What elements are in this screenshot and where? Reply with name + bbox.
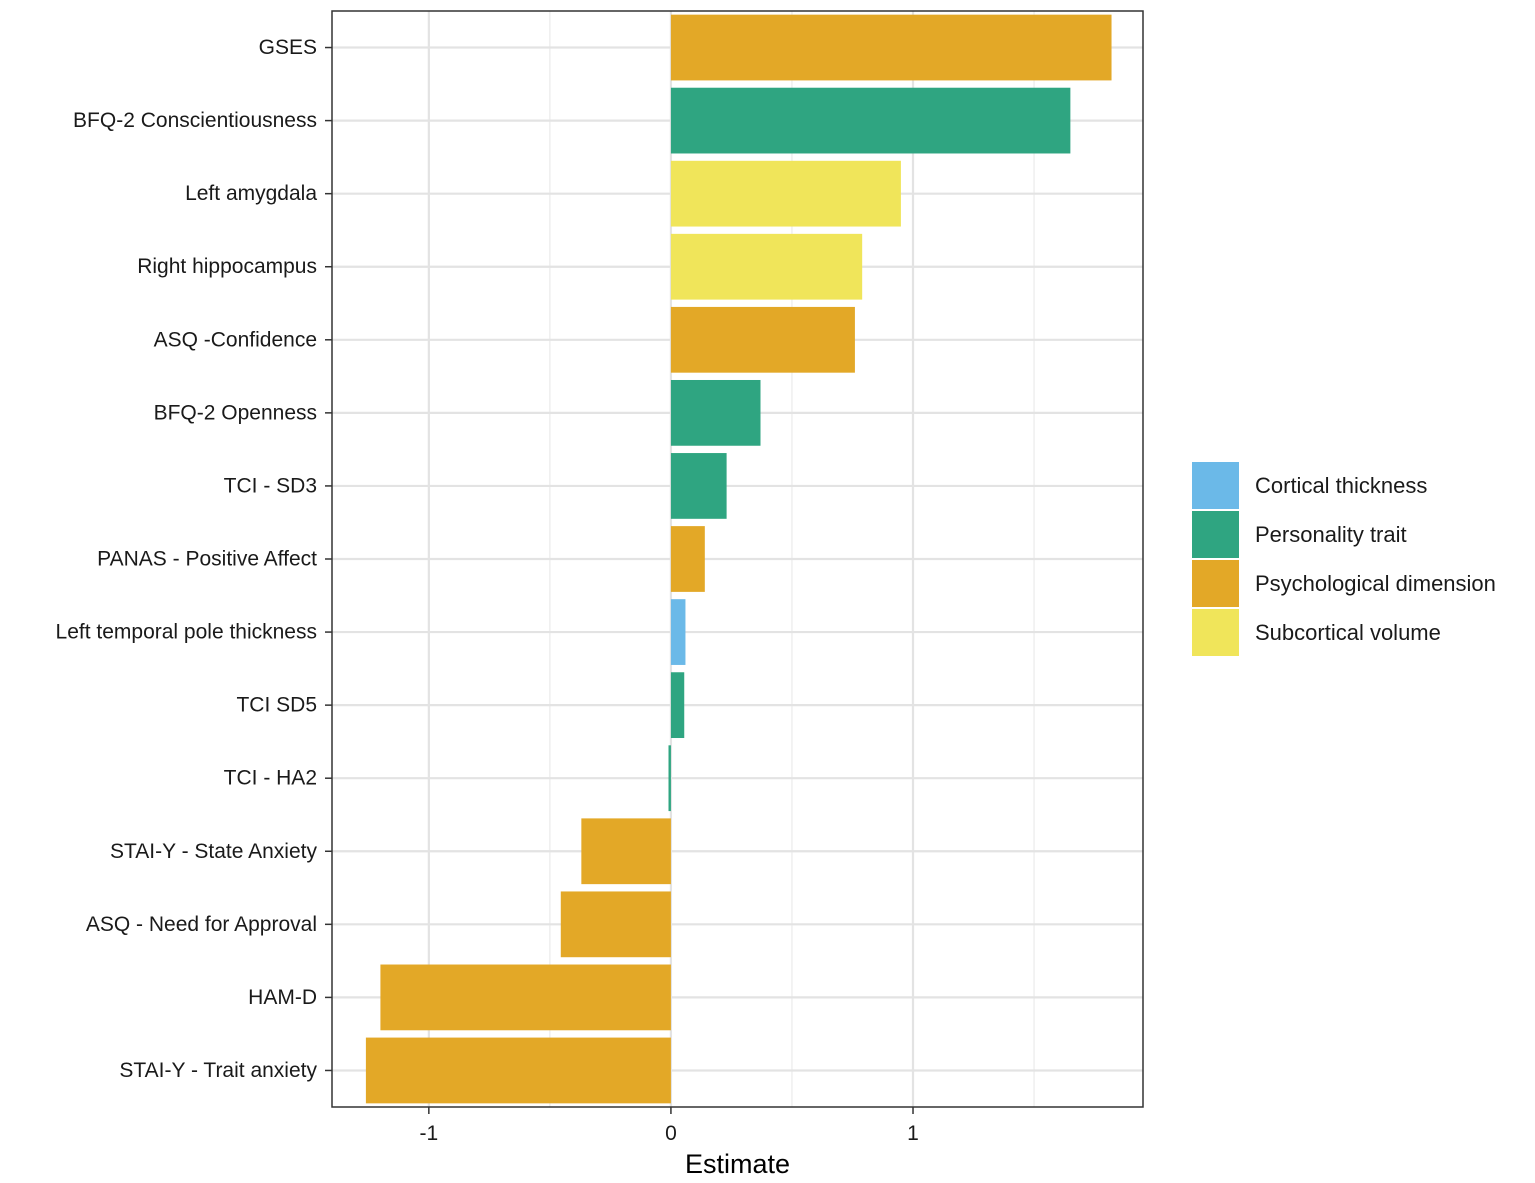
bar-bfq-2-openness bbox=[670, 379, 761, 446]
y-tick-label: GSES bbox=[259, 36, 317, 59]
y-tick-label: STAI-Y - State Anxiety bbox=[110, 840, 317, 863]
y-tick-label: Left temporal pole thickness bbox=[56, 621, 317, 644]
y-tick-label: TCI - SD3 bbox=[224, 474, 317, 497]
y-tick-label: Right hippocampus bbox=[137, 255, 317, 278]
legend-key bbox=[1192, 511, 1239, 558]
y-tick-label: TCI SD5 bbox=[236, 694, 317, 717]
legend-label: Subcortical volume bbox=[1255, 620, 1441, 645]
y-tick-label: STAI-Y - Trait anxiety bbox=[119, 1059, 317, 1082]
x-tick-label: -1 bbox=[419, 1122, 438, 1145]
legend-label: Psychological dimension bbox=[1255, 571, 1496, 596]
x-axis-title: Estimate bbox=[685, 1149, 790, 1179]
bar-tci-sd5 bbox=[670, 672, 685, 739]
x-axis: -1 0 1 bbox=[419, 1107, 919, 1145]
bar-left-amygdala bbox=[670, 160, 901, 227]
bar-right-hippocampus bbox=[670, 233, 863, 300]
legend-label: Personality trait bbox=[1255, 522, 1407, 547]
y-tick-label: BFQ-2 Conscientiousness bbox=[73, 109, 317, 132]
legend-key bbox=[1192, 609, 1239, 656]
bar-layer bbox=[365, 14, 1112, 1104]
legend-key bbox=[1192, 462, 1239, 509]
bar-tci-sd3 bbox=[670, 453, 727, 519]
x-tick-label: 1 bbox=[907, 1122, 919, 1145]
bar-stai-y-trait-anxiety bbox=[365, 1037, 671, 1104]
y-tick-label: PANAS - Positive Affect bbox=[97, 548, 317, 571]
legend-label: Cortical thickness bbox=[1255, 473, 1427, 498]
legend: Cortical thickness Personality trait Psych… bbox=[1192, 462, 1496, 656]
bar-asq-need-for-approval bbox=[560, 891, 671, 958]
y-axis: GSES BFQ-2 Conscientiousness Left amygdala… bbox=[56, 36, 332, 1082]
bar-asq-confidence bbox=[670, 306, 855, 373]
bar-ham-d bbox=[380, 964, 671, 1031]
bar-stai-y-state-anxiety bbox=[581, 818, 671, 885]
bar-left-temporal-pole-thickness bbox=[670, 599, 686, 665]
bar-panas-positive-affect bbox=[670, 526, 705, 592]
y-tick-label: TCI - HA2 bbox=[224, 767, 317, 790]
bar-gses bbox=[670, 14, 1112, 81]
y-tick-label: HAM-D bbox=[248, 986, 317, 1009]
y-tick-label: ASQ - Need for Approval bbox=[86, 913, 317, 936]
y-tick-label: BFQ-2 Openness bbox=[154, 401, 317, 424]
legend-key bbox=[1192, 560, 1239, 607]
bar-bfq-2-conscientiousness bbox=[670, 87, 1071, 154]
y-tick-label: ASQ -Confidence bbox=[154, 328, 317, 351]
x-tick-label: 0 bbox=[665, 1122, 677, 1145]
bar-tci-ha2 bbox=[668, 745, 671, 812]
y-tick-label: Left amygdala bbox=[185, 182, 317, 205]
